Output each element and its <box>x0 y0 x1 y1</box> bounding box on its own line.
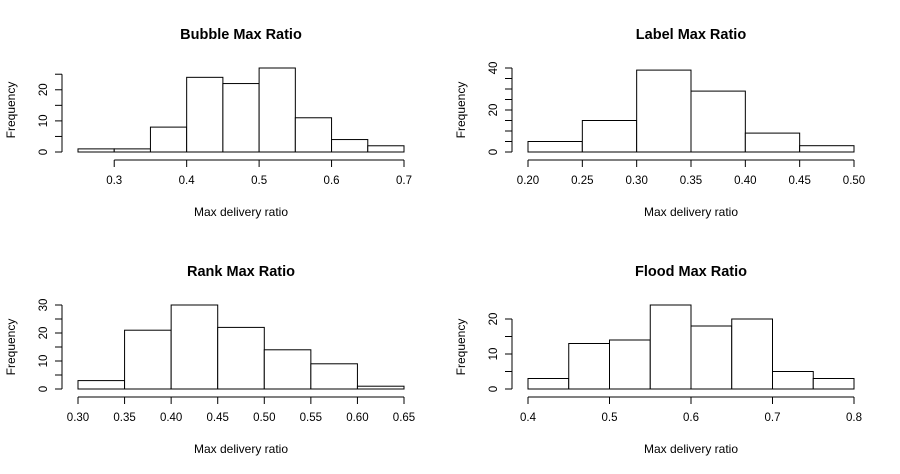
histogram-bar <box>258 67 296 153</box>
y-axis-label: Frequency <box>454 319 468 376</box>
histogram-bar <box>731 318 773 390</box>
x-tick-label: 0.6 <box>683 412 699 424</box>
x-tick-label: 0.7 <box>765 412 781 424</box>
histogram-bar <box>222 83 260 153</box>
x-axis: 0.3 0.4 0.5 0.6 0.7 <box>106 159 412 187</box>
panel-bubble: Bubble Max Ratio Frequency Max delivery … <box>4 27 412 219</box>
histogram-bar <box>772 371 814 390</box>
panel-title: Label Max Ratio <box>636 27 747 43</box>
x-tick-label: 0.8 <box>846 412 862 424</box>
y-axis: 0 10 20 <box>488 313 513 392</box>
x-axis: 0.4 0.5 0.6 0.7 0.8 <box>520 396 862 424</box>
panel-flood: Flood Max Ratio Frequency Max delivery r… <box>454 264 862 456</box>
y-axis-label: Frequency <box>454 82 468 139</box>
x-tick-label: 0.50 <box>843 175 865 187</box>
histogram-bar <box>170 304 219 390</box>
histogram-bar <box>356 385 405 390</box>
y-tick-label: 0 <box>488 386 500 392</box>
histogram-bar <box>149 126 188 153</box>
histogram-bar <box>812 378 855 390</box>
x-axis-label: Max delivery ratio <box>194 205 288 219</box>
y-tick-label: 40 <box>488 62 500 75</box>
x-tick-label: 0.45 <box>207 412 229 424</box>
x-tick-label: 0.30 <box>625 175 647 187</box>
x-axis: 0.20 0.25 0.30 0.35 0.40 0.45 0.50 <box>517 159 865 187</box>
x-tick-label: 0.20 <box>517 175 539 187</box>
x-tick-label: 0.65 <box>393 412 415 424</box>
panel-title: Bubble Max Ratio <box>180 27 302 43</box>
histogram-bar <box>636 69 692 153</box>
x-tick-label: 0.3 <box>106 175 122 187</box>
y-tick-label: 20 <box>488 313 500 326</box>
y-tick-label: 0 <box>38 386 50 392</box>
histogram-bar <box>77 148 115 153</box>
x-tick-label: 0.30 <box>67 412 89 424</box>
histogram-bar <box>331 139 369 153</box>
histogram-bar <box>744 132 801 153</box>
x-tick-label: 0.7 <box>396 175 412 187</box>
x-tick-label: 0.40 <box>160 412 182 424</box>
bars-group <box>527 69 855 153</box>
y-tick-label: 20 <box>488 104 500 117</box>
histogram-bar <box>77 380 126 390</box>
x-axis-label: Max delivery ratio <box>194 442 288 456</box>
histogram-bar <box>690 325 733 390</box>
bars-group <box>77 304 405 390</box>
y-axis: 0 10 20 <box>38 73 63 155</box>
x-axis-label: Max delivery ratio <box>644 205 738 219</box>
x-tick-label: 0.60 <box>346 412 368 424</box>
x-tick-label: 0.55 <box>300 412 322 424</box>
x-tick-label: 0.5 <box>251 175 267 187</box>
histogram-bar <box>568 343 610 390</box>
histogram-bar <box>310 363 358 390</box>
x-tick-label: 0.4 <box>179 175 196 187</box>
panel-title: Rank Max Ratio <box>187 264 295 280</box>
x-tick-label: 0.45 <box>788 175 810 187</box>
x-axis: 0.30 0.35 0.40 0.45 0.50 0.55 0.60 0.65 <box>67 396 415 424</box>
histogram-bar <box>581 120 638 153</box>
histogram-bar <box>799 145 855 153</box>
histogram-bar <box>609 339 651 390</box>
x-tick-label: 0.35 <box>680 175 702 187</box>
histogram-bar <box>186 76 224 153</box>
x-tick-label: 0.25 <box>571 175 593 187</box>
x-tick-label: 0.5 <box>602 412 618 424</box>
x-tick-label: 0.35 <box>113 412 135 424</box>
y-tick-label: 10 <box>38 114 50 127</box>
panel-label: Label Max Ratio Frequency Max delivery r… <box>454 27 865 219</box>
bars-group <box>527 304 855 390</box>
y-axis-label: Frequency <box>4 319 18 376</box>
histogram-bar <box>124 329 172 390</box>
histogram-bar <box>113 148 151 153</box>
y-axis: 0 20 40 <box>488 62 513 155</box>
y-tick-label: 10 <box>488 348 500 361</box>
y-tick-label: 0 <box>488 149 500 155</box>
y-tick-label: 0 <box>38 149 50 155</box>
x-tick-label: 0.40 <box>734 175 756 187</box>
y-tick-label: 20 <box>38 327 50 340</box>
panel-rank: Rank Max Ratio Frequency Max delivery ra… <box>4 264 415 456</box>
histogram-bar <box>263 349 312 390</box>
histogram-bar <box>690 90 746 153</box>
x-tick-label: 0.6 <box>324 175 340 187</box>
histogram-bar <box>294 117 333 153</box>
y-tick-label: 30 <box>38 299 50 312</box>
x-tick-label: 0.4 <box>520 412 537 424</box>
histogram-bar <box>527 378 570 390</box>
y-tick-label: 10 <box>38 355 50 368</box>
x-tick-label: 0.50 <box>253 412 275 424</box>
bars-group <box>77 67 405 153</box>
histogram-bar <box>527 141 583 153</box>
y-axis: 0 10 20 30 <box>38 299 63 392</box>
y-tick-label: 20 <box>38 83 50 96</box>
panel-title: Flood Max Ratio <box>635 264 747 280</box>
x-axis-label: Max delivery ratio <box>644 442 738 456</box>
y-axis-label: Frequency <box>4 82 18 139</box>
histogram-bar <box>649 304 692 390</box>
histogram-bar <box>217 326 265 390</box>
histogram-bar <box>367 145 405 153</box>
